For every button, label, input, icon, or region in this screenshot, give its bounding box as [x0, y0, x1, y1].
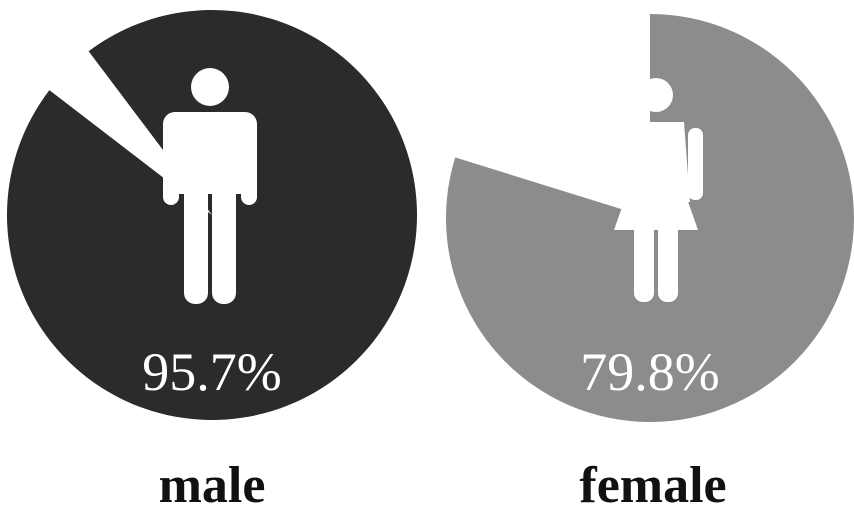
icons — [163, 68, 703, 304]
value-label: 79.8% — [580, 342, 719, 402]
category-label: male — [159, 457, 266, 509]
category-label: female — [579, 457, 726, 509]
pies — [6, 10, 854, 423]
value-label: 95.7% — [142, 342, 281, 402]
labels: 95.7% male 79.8% female — [142, 342, 726, 509]
female-icon — [610, 78, 703, 302]
pie-slice — [6, 10, 417, 420]
male-icon — [163, 68, 257, 304]
